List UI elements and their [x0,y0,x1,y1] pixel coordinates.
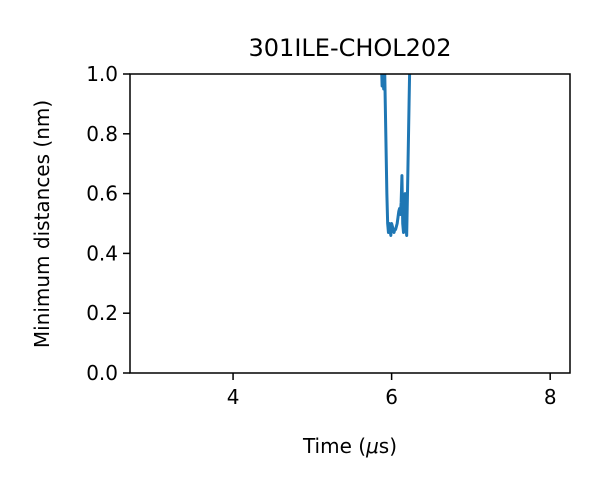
x-axis: 4 6 8 [227,373,557,409]
plot-frame [129,73,571,374]
y-tick-label: 0.0 [86,361,118,385]
y-tick-label: 0.6 [86,182,118,206]
y-tick-label: 0.2 [86,301,118,325]
chart-title: 301ILE-CHOL202 [249,34,452,62]
y-tick-label: 0.4 [86,241,118,265]
x-tick-label: 8 [544,385,557,409]
y-axis-label: Minimum distances (nm) [30,100,54,348]
x-tick-label: 4 [227,385,240,409]
y-tick-label: 1.0 [86,62,118,86]
x-tick-label: 6 [385,385,398,409]
y-axis: 0.0 0.2 0.4 0.6 0.8 1.0 [86,62,130,385]
y-tick-label: 0.8 [86,122,118,146]
plot-area [129,73,571,374]
series-line-min-distance [380,74,412,237]
x-axis-label: Time (μs) [302,434,397,458]
